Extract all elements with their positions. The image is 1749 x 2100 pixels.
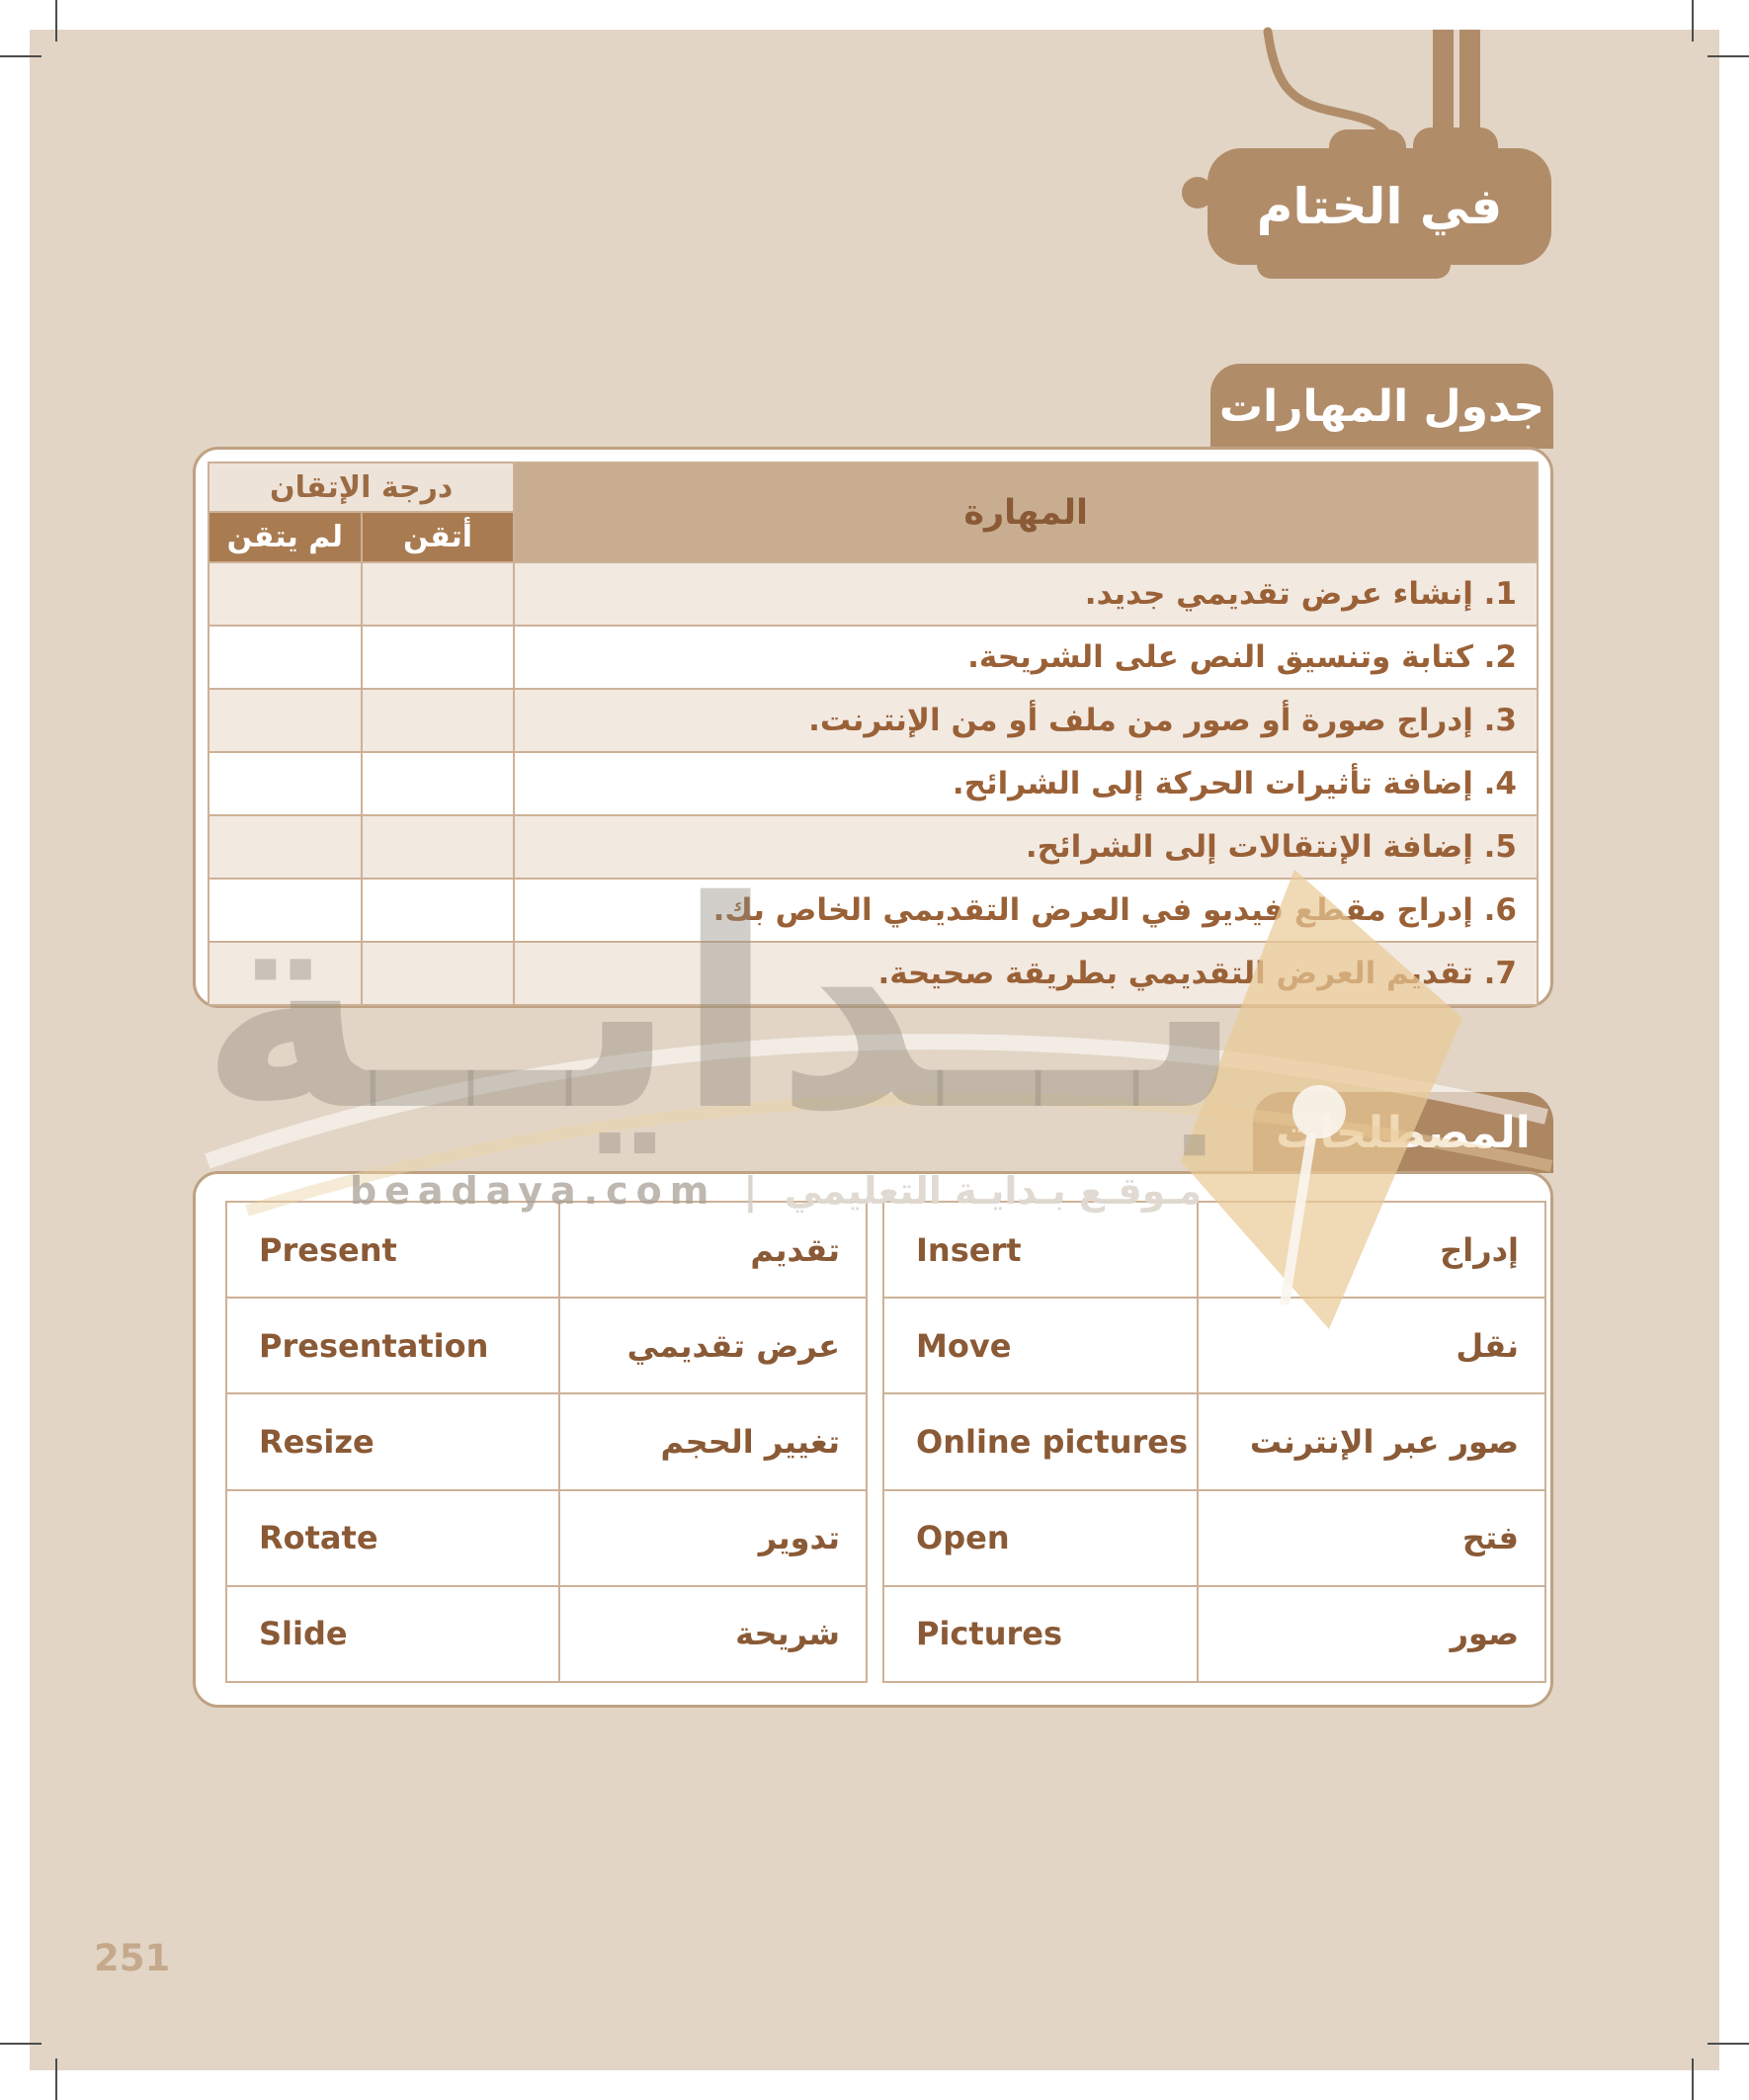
term-en: Online pictures [881,1392,1200,1491]
not-mastered-header: لم يتقن [208,511,363,563]
skill-row: 2. كتابة وتنسيق النص على الشريحة. [208,625,1539,690]
glossary-row: Open فتح [881,1488,1546,1587]
mastered-cell [360,561,516,627]
term-en: Rotate [225,1488,560,1587]
page-background [30,30,1719,2070]
skill-row: 4. إضافة تأثيرات الحركة إلى الشرائح. [208,751,1539,816]
mastered-cell [360,751,516,816]
not-mastered-cell [208,561,363,627]
mastery-degree-header: درجة الإتقان [207,462,516,513]
glossary-row: Insert إدراج [881,1200,1546,1300]
skill-text: 2. كتابة وتنسيق النص على الشريحة. [513,625,1539,690]
glossary-card: Present تقديم Presentation عرض تقديمي Re… [193,1171,1553,1708]
term-ar: عرض تقديمي [557,1297,869,1395]
term-en: Presentation [225,1297,560,1395]
glossary-row: Present تقديم [225,1200,869,1300]
not-mastered-cell [208,688,363,753]
glossary-row: Resize تغيير الحجم [225,1392,869,1491]
crop-mark [1707,55,1749,57]
glossary-row: Presentation عرض تقديمي [225,1297,869,1395]
not-mastered-cell [208,814,363,880]
mastered-cell [360,814,516,880]
skill-row: 6. إدراج مقطع فيديو في العرض التقديمي ال… [208,878,1539,943]
glossary-row: Pictures صور [881,1584,1546,1684]
mastered-cell [360,625,516,690]
crop-mark [55,2058,57,2100]
term-en: Open [881,1488,1200,1587]
glossary-table-right: Insert إدراج Move نقل Online pictures صو… [881,1200,1546,1684]
crop-mark [0,2043,42,2045]
crop-mark [1707,2043,1749,2045]
term-en: Pictures [881,1584,1200,1684]
term-ar: فتح [1197,1488,1546,1587]
skill-text: 6. إدراج مقطع فيديو في العرض التقديمي ال… [513,878,1539,943]
not-mastered-cell [208,625,363,690]
glossary-row: Rotate تدوير [225,1488,869,1587]
term-ar: تغيير الحجم [557,1392,869,1491]
glossary-section-title: المصطلحات [1276,1107,1531,1158]
term-en: Move [881,1297,1200,1395]
skills-card: المهارة درجة الإتقان أتقن لم يتقن 1. إنش… [193,447,1553,1008]
mastered-header: أتقن [360,511,516,563]
skill-text: 4. إضافة تأثيرات الحركة إلى الشرائح. [513,751,1539,816]
skill-text: 1. إنشاء عرض تقديمي جديد. [513,561,1539,627]
glossary-section-header: المصطلحات [1253,1092,1553,1173]
mastered-cell [360,688,516,753]
crop-mark [55,0,57,42]
not-mastered-cell [208,878,363,943]
closing-badge-title: في الختام [1256,178,1503,235]
term-ar: تدوير [557,1488,869,1587]
glossary-row: Move نقل [881,1297,1546,1395]
mastered-cell [360,878,516,943]
term-ar: إدراج [1197,1200,1546,1300]
skills-section-title: جدول المهارات [1218,380,1545,432]
skills-section-header: جدول المهارات [1210,364,1553,449]
crop-mark [1692,0,1694,42]
crop-mark [1692,2058,1694,2100]
mastered-cell [360,941,516,1006]
skill-row: 7. تقديم العرض التقديمي بطريقة صحيحة. [208,941,1539,1006]
term-en: Insert [881,1200,1200,1300]
term-en: Resize [225,1392,560,1491]
skill-text: 3. إدراج صورة أو صور من ملف أو من الإنتر… [513,688,1539,753]
not-mastered-cell [208,751,363,816]
term-ar: صور عبر الإنترنت [1197,1392,1546,1491]
crop-mark [0,55,42,57]
glossary-row: Slide شريحة [225,1584,869,1684]
term-ar: نقل [1197,1297,1546,1395]
skill-text: 5. إضافة الإنتقالات إلى الشرائح. [513,814,1539,880]
not-mastered-cell [208,941,363,1006]
skills-table: المهارة درجة الإتقان أتقن لم يتقن 1. إنش… [207,462,1539,1006]
skill-column-header: المهارة [513,462,1539,563]
term-ar: شريحة [557,1584,869,1684]
term-ar: صور [1197,1584,1546,1684]
glossary-row: Online pictures صور عبر الإنترنت [881,1392,1546,1491]
skill-row: 5. إضافة الإنتقالات إلى الشرائح. [208,814,1539,880]
skill-text: 7. تقديم العرض التقديمي بطريقة صحيحة. [513,941,1539,1006]
skill-row: 1. إنشاء عرض تقديمي جديد. [208,561,1539,627]
term-ar: تقديم [557,1200,869,1300]
term-en: Present [225,1200,560,1300]
closing-badge: في الختام [1208,148,1551,265]
term-en: Slide [225,1584,560,1684]
skill-row: 3. إدراج صورة أو صور من ملف أو من الإنتر… [208,688,1539,753]
glossary-table-left: Present تقديم Presentation عرض تقديمي Re… [225,1200,869,1684]
page-number: 251 [94,1937,171,1979]
